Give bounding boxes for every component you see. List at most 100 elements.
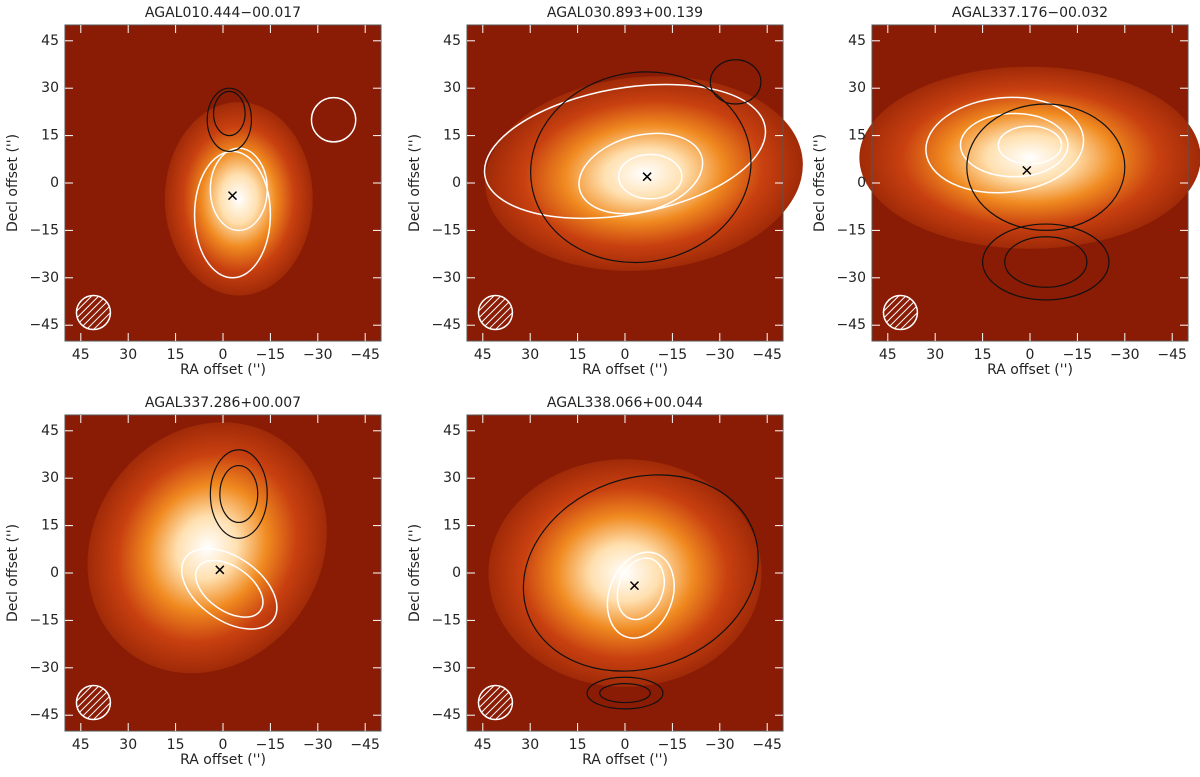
y-tick-label: −45: [431, 707, 461, 723]
x-tick-label: 45: [72, 737, 90, 753]
y-tick-label: 45: [41, 33, 59, 49]
panel-title: AGAL337.286+00.007: [145, 395, 301, 411]
x-tick-label: −45: [350, 737, 380, 753]
x-axis-label: RA offset (''): [180, 752, 266, 768]
contour: [959, 112, 1069, 178]
x-tick-label: 30: [926, 347, 944, 363]
x-tick-label: 0: [219, 737, 228, 753]
y-tick-label: 30: [443, 80, 461, 96]
y-tick-label: −30: [29, 660, 59, 676]
emission: [859, 66, 1200, 249]
contour: [212, 90, 246, 137]
panel: 45 30 15 0 −15 −30 −45 −45 −30 −15 0 15 30 45 AGAL337.…: [5, 395, 382, 768]
y-tick-label: 0: [857, 175, 866, 191]
contour: [616, 557, 665, 621]
panel-title: AGAL030.893+00.139: [547, 5, 703, 21]
x-tick-label: −45: [752, 347, 782, 363]
y-tick-label: 45: [848, 33, 866, 49]
x-tick-label: 0: [219, 347, 228, 363]
y-tick-label: 45: [443, 423, 461, 439]
y-tick-label: −15: [836, 222, 866, 238]
y-tick-label: 15: [41, 518, 59, 534]
contour: [997, 125, 1063, 165]
y-tick-label: 15: [443, 128, 461, 144]
x-tick-label: 15: [569, 347, 587, 363]
peak-marker: [215, 565, 225, 575]
y-tick-label: 15: [848, 128, 866, 144]
x-tick-label: 30: [119, 347, 137, 363]
x-tick-label: 0: [621, 347, 630, 363]
x-tick-label: 30: [521, 737, 539, 753]
peak-marker: [227, 191, 238, 201]
y-tick-label: −15: [29, 222, 59, 238]
x-tick-label: −30: [1110, 347, 1140, 363]
x-tick-label: −15: [658, 737, 688, 753]
x-tick-label: 15: [974, 347, 992, 363]
x-tick-label: −45: [1157, 347, 1187, 363]
y-axis-label: Decl offset (''): [812, 134, 828, 232]
y-tick-label: 0: [452, 565, 461, 581]
panel: 45 30 15 0 −15 −30 −45 −45 −30 −15 0 15 30 45 AGAL030.…: [407, 5, 803, 378]
emission: [164, 102, 313, 296]
y-tick-label: 15: [443, 518, 461, 534]
x-tick-label: −30: [303, 737, 333, 753]
y-tick-label: 30: [41, 80, 59, 96]
beam: [75, 684, 112, 721]
x-tick-label: −30: [705, 347, 735, 363]
y-tick-label: −15: [431, 222, 461, 238]
contour: [195, 559, 264, 618]
x-tick-label: −15: [256, 737, 286, 753]
x-axis-label: RA offset (''): [180, 362, 266, 378]
x-tick-label: 45: [474, 347, 492, 363]
x-axis-label: RA offset (''): [582, 362, 668, 378]
beam: [477, 294, 514, 331]
y-tick-label: −15: [29, 612, 59, 628]
x-tick-label: −30: [705, 737, 735, 753]
y-axis-label: Decl offset (''): [407, 134, 423, 232]
contour: [982, 223, 1110, 301]
contour: [586, 676, 664, 710]
y-tick-label: −30: [29, 270, 59, 286]
y-tick-label: −15: [431, 612, 461, 628]
x-tick-label: −15: [256, 347, 286, 363]
y-tick-label: −45: [29, 317, 59, 333]
beam: [477, 684, 514, 721]
x-tick-label: −45: [350, 347, 380, 363]
contour: [966, 103, 1126, 232]
contour: [522, 474, 759, 672]
y-tick-label: 15: [41, 128, 59, 144]
beam: [75, 294, 112, 331]
y-tick-label: −45: [431, 317, 461, 333]
x-tick-label: 0: [1026, 347, 1035, 363]
contour: [1004, 236, 1088, 288]
y-tick-label: 0: [452, 175, 461, 191]
peak-marker: [642, 172, 652, 182]
y-tick-label: 30: [443, 470, 461, 486]
emission: [488, 459, 762, 687]
panel: 45 30 15 0 −15 −30 −45 −45 −30 −15 0 15 30 45 AGAL338.…: [407, 395, 784, 768]
x-tick-label: 0: [621, 737, 630, 753]
contour: [578, 132, 704, 215]
x-tick-label: 15: [167, 737, 185, 753]
contour: [206, 87, 253, 153]
panel-title: AGAL010.444−00.017: [145, 5, 301, 21]
y-tick-label: 45: [443, 33, 461, 49]
x-tick-label: 30: [119, 737, 137, 753]
beam: [882, 294, 919, 331]
contour: [310, 96, 357, 143]
y-tick-label: −30: [431, 660, 461, 676]
y-axis-label: Decl offset (''): [5, 524, 21, 622]
x-axis-label: RA offset (''): [987, 362, 1073, 378]
panel-title: AGAL337.176−00.032: [952, 5, 1108, 21]
y-tick-label: −45: [836, 317, 866, 333]
y-tick-label: 0: [50, 565, 59, 581]
contour: [617, 153, 683, 200]
y-tick-label: −30: [836, 270, 866, 286]
panel: 45 30 15 0 −15 −30 −45 −45 −30 −15 0 15 30 45 AGAL337.…: [812, 5, 1200, 378]
peak-marker: [1022, 165, 1032, 175]
y-tick-label: 30: [41, 470, 59, 486]
x-tick-label: 30: [521, 347, 539, 363]
y-tick-label: 45: [41, 423, 59, 439]
x-tick-label: −45: [752, 737, 782, 753]
